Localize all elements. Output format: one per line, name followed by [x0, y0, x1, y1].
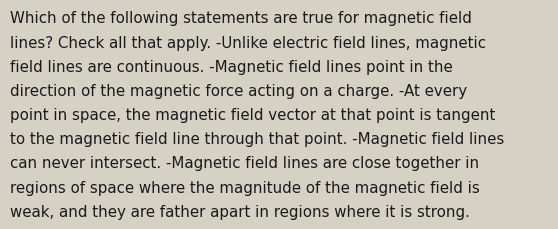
Text: can never intersect. -Magnetic field lines are close together in: can never intersect. -Magnetic field lin…	[10, 156, 479, 171]
Text: weak, and they are father apart in regions where it is strong.: weak, and they are father apart in regio…	[10, 204, 470, 219]
Text: direction of the magnetic force acting on a charge. -At every: direction of the magnetic force acting o…	[10, 84, 467, 98]
Text: point in space, the magnetic field vector at that point is tangent: point in space, the magnetic field vecto…	[10, 108, 496, 123]
Text: lines? Check all that apply. -Unlike electric field lines, magnetic: lines? Check all that apply. -Unlike ele…	[10, 35, 486, 50]
Text: field lines are continuous. -Magnetic field lines point in the: field lines are continuous. -Magnetic fi…	[10, 60, 453, 74]
Text: to the magnetic field line through that point. -Magnetic field lines: to the magnetic field line through that …	[10, 132, 504, 147]
Text: regions of space where the magnitude of the magnetic field is: regions of space where the magnitude of …	[10, 180, 480, 195]
Text: Which of the following statements are true for magnetic field: Which of the following statements are tr…	[10, 11, 472, 26]
